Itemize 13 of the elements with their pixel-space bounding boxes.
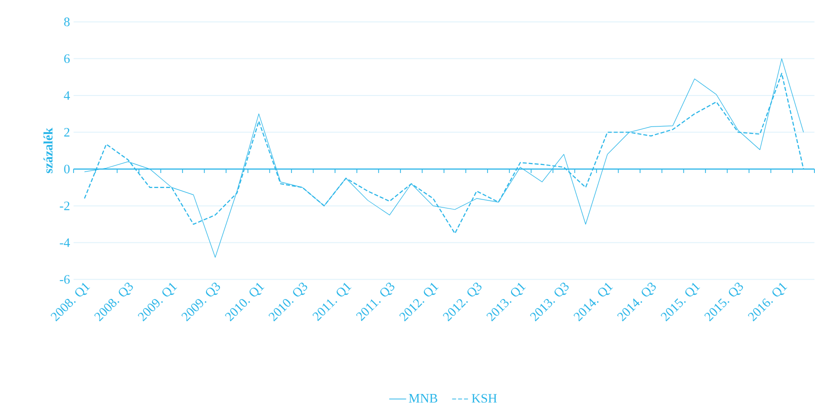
y-tick-label: 2 [64, 128, 70, 137]
y-tick-label: -6 [60, 275, 70, 284]
y-tick-label: -4 [60, 238, 70, 248]
x-tick-label: 2011. Q1 [312, 283, 352, 322]
x-tick-label: 2011. Q3 [356, 282, 394, 322]
y-tick-label: 4 [64, 91, 70, 100]
y-tick-label: 8 [64, 18, 70, 26]
y-tick-label: 0 [64, 164, 70, 174]
y-tick-label: 6 [64, 54, 70, 64]
y-axis-title: százalék [43, 128, 53, 174]
legend-label: MNB [408, 394, 438, 403]
y-tick-label: -2 [60, 202, 70, 210]
legend-label: KSH [472, 394, 497, 403]
